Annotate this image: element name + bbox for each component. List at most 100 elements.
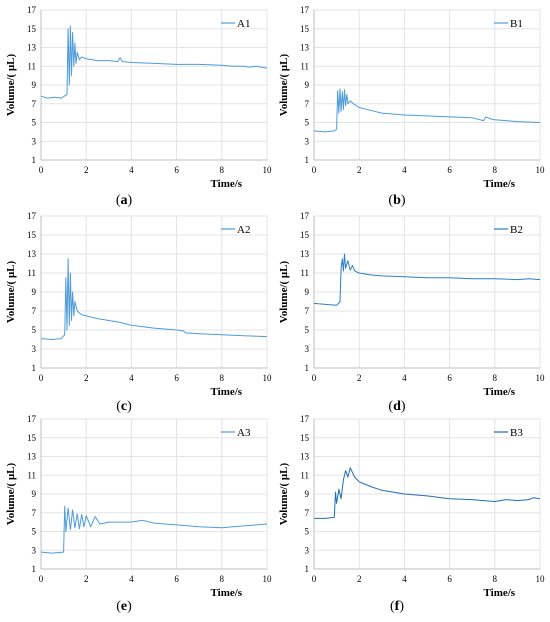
x-axis-label: Time/s bbox=[484, 386, 516, 398]
y-tick-label: 13 bbox=[300, 43, 310, 53]
legend-label: B2 bbox=[510, 224, 523, 236]
x-tick-label: 0 bbox=[312, 373, 317, 383]
x-tick-label: 4 bbox=[129, 373, 134, 383]
x-tick-label: 6 bbox=[174, 165, 179, 175]
y-tick-label: 11 bbox=[27, 268, 36, 278]
x-tick-label: 8 bbox=[493, 165, 498, 175]
series-line-b2 bbox=[313, 253, 541, 306]
x-tick-label: 8 bbox=[493, 373, 498, 383]
y-tick-label: 1 bbox=[32, 155, 37, 165]
y-tick-label: 13 bbox=[27, 452, 37, 462]
x-tick-label: 4 bbox=[402, 574, 407, 584]
y-axis-label: Volume/( μL) bbox=[278, 462, 290, 525]
y-axis-label: Volume/( μL) bbox=[278, 260, 290, 323]
panel-caption-letter: e bbox=[121, 599, 127, 614]
panel-caption-letter: a bbox=[121, 193, 128, 208]
y-tick-label: 13 bbox=[300, 249, 310, 259]
y-tick-label: 7 bbox=[305, 306, 310, 316]
y-tick-label: 7 bbox=[305, 508, 310, 518]
y-tick-label: 17 bbox=[27, 414, 37, 424]
x-tick-label: 4 bbox=[129, 574, 134, 584]
panel-caption-letter: b bbox=[393, 193, 401, 208]
y-axis-label: Volume/( μL) bbox=[5, 260, 17, 323]
y-tick-label: 17 bbox=[300, 414, 310, 424]
y-tick-label: 3 bbox=[32, 136, 37, 146]
series-line-a3 bbox=[40, 505, 268, 554]
panel-caption: (e) bbox=[116, 599, 132, 614]
y-tick-label: 1 bbox=[305, 564, 310, 574]
x-tick-label: 2 bbox=[84, 373, 89, 383]
y-tick-label: 11 bbox=[300, 61, 309, 71]
y-tick-label: 11 bbox=[27, 470, 36, 480]
x-tick-label: 6 bbox=[447, 574, 452, 584]
y-tick-label: 7 bbox=[32, 306, 37, 316]
x-tick-label: 10 bbox=[263, 165, 273, 175]
panel-caption-letter: c bbox=[121, 399, 127, 414]
y-tick-label: 9 bbox=[32, 287, 37, 297]
y-tick-label: 3 bbox=[32, 344, 37, 354]
series-line-b3 bbox=[314, 467, 541, 519]
y-tick-label: 15 bbox=[300, 230, 310, 240]
x-tick-label: 10 bbox=[536, 574, 546, 584]
x-tick-label: 8 bbox=[220, 165, 225, 175]
x-tick-label: 4 bbox=[402, 373, 407, 383]
x-axis-label: Time/s bbox=[484, 587, 516, 599]
y-tick-label: 3 bbox=[305, 344, 310, 354]
y-tick-label: 1 bbox=[32, 564, 37, 574]
panel-caption: (f) bbox=[390, 599, 404, 614]
y-axis-label: Volume/( μL) bbox=[278, 53, 290, 116]
y-tick-label: 5 bbox=[32, 527, 37, 537]
y-tick-label: 11 bbox=[300, 268, 309, 278]
x-tick-label: 8 bbox=[220, 373, 225, 383]
y-tick-label: 1 bbox=[305, 363, 310, 373]
y-tick-label: 9 bbox=[32, 80, 37, 90]
x-tick-label: 10 bbox=[263, 373, 273, 383]
x-tick-label: 0 bbox=[39, 373, 44, 383]
series-line-a2 bbox=[40, 258, 268, 340]
y-tick-label: 15 bbox=[27, 24, 37, 34]
y-tick-label: 17 bbox=[300, 211, 310, 221]
y-tick-label: 5 bbox=[32, 118, 37, 128]
x-tick-label: 0 bbox=[312, 165, 317, 175]
x-tick-label: 0 bbox=[39, 574, 44, 584]
y-tick-label: 7 bbox=[305, 99, 310, 109]
x-tick-label: 6 bbox=[447, 165, 452, 175]
y-tick-label: 17 bbox=[27, 5, 37, 15]
x-tick-label: 6 bbox=[174, 574, 179, 584]
y-tick-label: 13 bbox=[27, 43, 37, 53]
x-tick-label: 0 bbox=[39, 165, 44, 175]
legend-label: B3 bbox=[510, 427, 523, 439]
series-line-a1 bbox=[40, 25, 268, 99]
x-tick-label: 4 bbox=[402, 165, 407, 175]
y-tick-label: 15 bbox=[27, 433, 37, 443]
y-tick-label: 13 bbox=[27, 249, 37, 259]
x-tick-label: 8 bbox=[493, 574, 498, 584]
y-tick-label: 1 bbox=[305, 155, 310, 165]
x-tick-label: 2 bbox=[357, 574, 362, 584]
x-tick-label: 10 bbox=[536, 165, 546, 175]
x-tick-label: 2 bbox=[357, 165, 362, 175]
y-tick-label: 5 bbox=[305, 527, 310, 537]
y-axis-label: Volume/( μL) bbox=[5, 462, 17, 525]
y-tick-label: 15 bbox=[300, 24, 310, 34]
x-tick-label: 6 bbox=[447, 373, 452, 383]
y-tick-label: 5 bbox=[305, 325, 310, 335]
x-axis-label: Time/s bbox=[211, 386, 243, 398]
y-tick-label: 5 bbox=[32, 325, 37, 335]
x-tick-label: 2 bbox=[84, 574, 89, 584]
panel-caption-letter: f bbox=[395, 599, 400, 614]
x-tick-label: 0 bbox=[312, 574, 317, 584]
y-tick-label: 9 bbox=[305, 489, 310, 499]
legend-label: A1 bbox=[237, 18, 250, 30]
panel-caption: (c) bbox=[116, 399, 132, 414]
x-axis-label: Time/s bbox=[211, 178, 243, 190]
panel-caption: (d) bbox=[388, 399, 405, 414]
y-tick-label: 9 bbox=[305, 287, 310, 297]
y-tick-label: 9 bbox=[305, 80, 310, 90]
y-tick-label: 5 bbox=[305, 118, 310, 128]
